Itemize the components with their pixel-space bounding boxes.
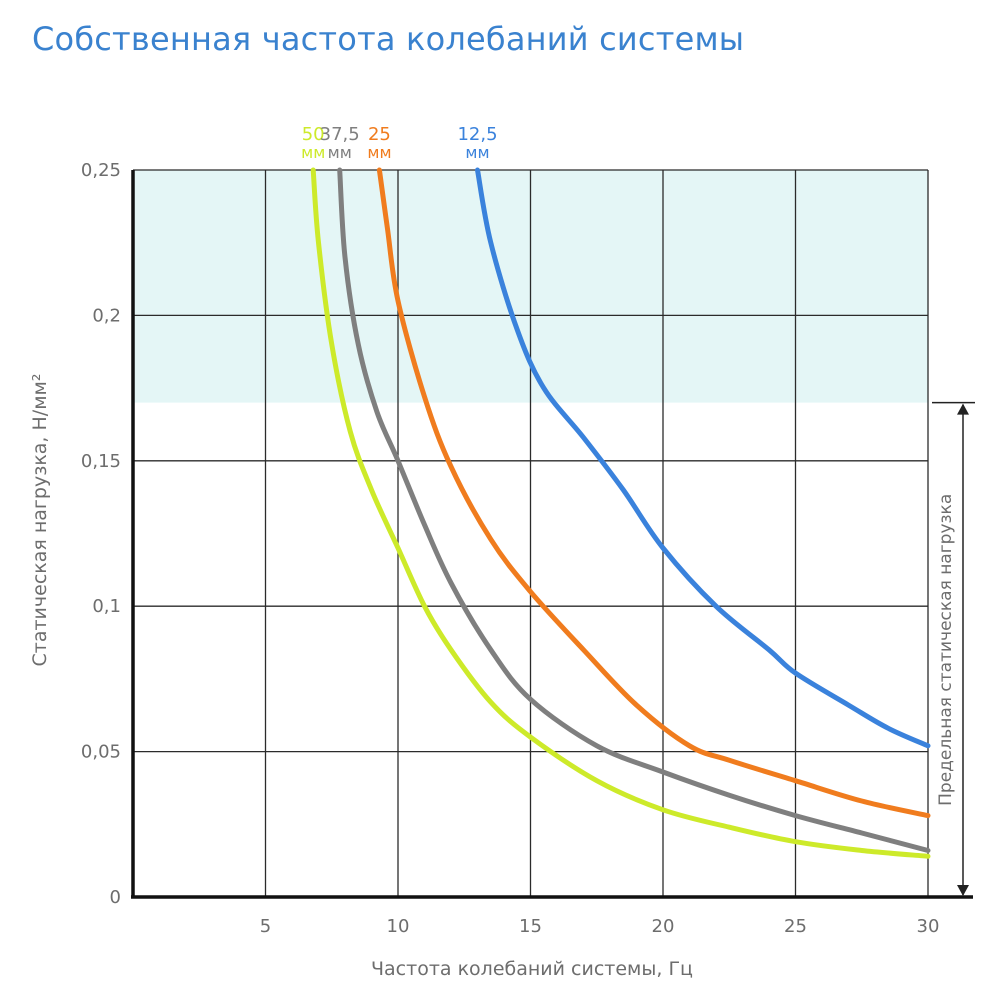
tick-label-layer: 5 10 15 20 25 30 0 0,05 0,1 0,15 0,2 0,25 bbox=[81, 160, 940, 937]
series-label-value: 25 bbox=[368, 124, 391, 145]
y-tick-label: 0,2 bbox=[92, 305, 121, 326]
limit-annotation-layer: Предельная статическая нагрузка bbox=[932, 401, 975, 896]
series-label-unit: мм bbox=[367, 143, 391, 162]
x-tick-label: 15 bbox=[519, 916, 542, 937]
series-line-12-5 bbox=[475, 167, 931, 749]
y-tick-label: 0,05 bbox=[81, 742, 121, 763]
series-line-50 bbox=[310, 167, 931, 859]
x-tick-label: 5 bbox=[260, 916, 271, 937]
y-axis-label: Статическая нагрузка, Н/мм² bbox=[29, 374, 51, 667]
y-tick-label: 0 bbox=[110, 887, 121, 908]
series-label-unit: мм bbox=[328, 143, 352, 162]
series-layer bbox=[310, 167, 931, 859]
grid-layer bbox=[133, 169, 929, 897]
series-label-unit: мм bbox=[301, 143, 325, 162]
series-line-37-5 bbox=[337, 167, 931, 853]
y-tick-label: 0,25 bbox=[81, 160, 121, 181]
x-tick-label: 10 bbox=[387, 916, 410, 937]
arrow-up-icon bbox=[957, 403, 969, 415]
arrow-down-icon bbox=[957, 885, 969, 896]
chart-title: Собственная частота колебаний системы bbox=[32, 20, 745, 58]
series-label-unit: мм bbox=[465, 143, 489, 162]
series-label-value: 50 bbox=[302, 124, 325, 145]
y-tick-label: 0,15 bbox=[81, 451, 121, 472]
x-axis-label: Частота колебаний системы, Гц bbox=[371, 958, 693, 980]
axis-layer bbox=[131, 170, 973, 899]
series-label-value: 12,5 bbox=[457, 124, 497, 145]
x-tick-label: 25 bbox=[784, 916, 807, 937]
x-tick-label: 30 bbox=[917, 916, 940, 937]
x-tick-label: 20 bbox=[652, 916, 675, 937]
y-tick-label: 0,1 bbox=[92, 596, 121, 617]
series-line-25 bbox=[376, 167, 931, 819]
series-label-value: 37,5 bbox=[320, 124, 360, 145]
limit-annotation-label: Предельная статическая нагрузка bbox=[936, 494, 956, 806]
